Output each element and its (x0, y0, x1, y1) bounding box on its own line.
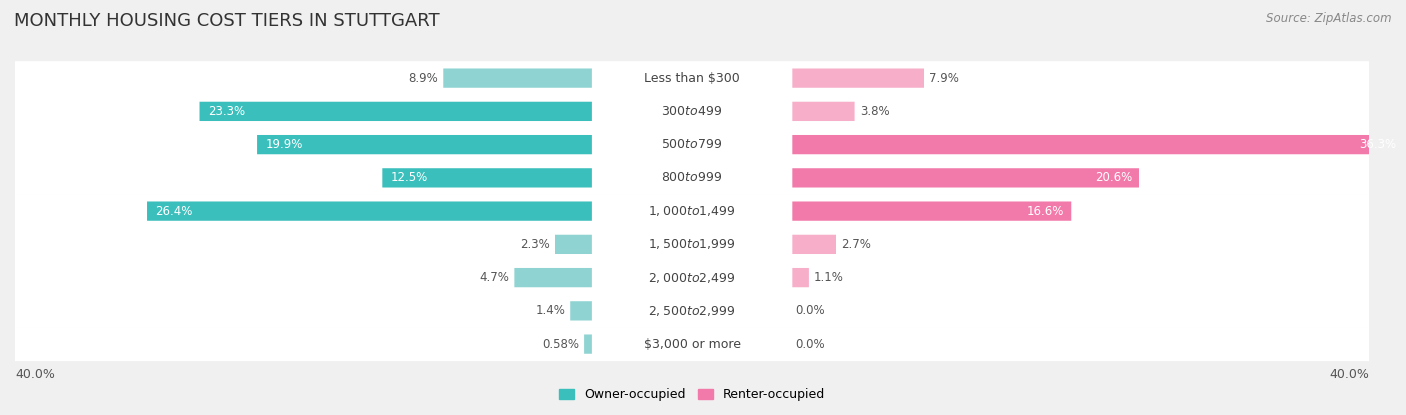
Text: 7.9%: 7.9% (929, 72, 959, 85)
Text: 12.5%: 12.5% (391, 171, 427, 184)
Text: 23.3%: 23.3% (208, 105, 245, 118)
Text: $2,500 to $2,999: $2,500 to $2,999 (648, 304, 735, 318)
Text: $300 to $499: $300 to $499 (661, 105, 723, 118)
FancyBboxPatch shape (148, 201, 593, 221)
FancyBboxPatch shape (592, 296, 793, 326)
Text: 3.8%: 3.8% (859, 105, 890, 118)
FancyBboxPatch shape (592, 163, 793, 193)
FancyBboxPatch shape (443, 68, 593, 88)
Text: 26.4%: 26.4% (156, 205, 193, 217)
Text: 20.6%: 20.6% (1095, 171, 1132, 184)
Text: 1.4%: 1.4% (536, 304, 565, 317)
Text: 1.1%: 1.1% (814, 271, 844, 284)
Text: 8.9%: 8.9% (408, 72, 439, 85)
FancyBboxPatch shape (592, 263, 793, 293)
FancyBboxPatch shape (555, 235, 593, 254)
Text: 0.58%: 0.58% (543, 338, 579, 351)
FancyBboxPatch shape (790, 268, 808, 287)
FancyBboxPatch shape (15, 294, 1369, 328)
FancyBboxPatch shape (15, 194, 1369, 228)
Text: 2.3%: 2.3% (520, 238, 550, 251)
FancyBboxPatch shape (15, 227, 1369, 261)
Text: $3,000 or more: $3,000 or more (644, 338, 741, 351)
FancyBboxPatch shape (790, 68, 924, 88)
FancyBboxPatch shape (15, 95, 1369, 128)
FancyBboxPatch shape (571, 301, 593, 320)
Text: 2.7%: 2.7% (841, 238, 870, 251)
FancyBboxPatch shape (592, 96, 793, 126)
Text: Source: ZipAtlas.com: Source: ZipAtlas.com (1267, 12, 1392, 25)
FancyBboxPatch shape (382, 168, 593, 188)
FancyBboxPatch shape (257, 135, 593, 154)
FancyBboxPatch shape (790, 201, 1071, 221)
FancyBboxPatch shape (15, 327, 1369, 361)
Text: $1,500 to $1,999: $1,500 to $1,999 (648, 237, 735, 251)
Legend: Owner-occupied, Renter-occupied: Owner-occupied, Renter-occupied (560, 388, 825, 401)
Text: 0.0%: 0.0% (796, 338, 825, 351)
FancyBboxPatch shape (200, 102, 593, 121)
FancyBboxPatch shape (592, 63, 793, 93)
FancyBboxPatch shape (592, 129, 793, 160)
FancyBboxPatch shape (790, 135, 1405, 154)
Text: 4.7%: 4.7% (479, 271, 509, 284)
Text: 40.0%: 40.0% (1329, 368, 1369, 381)
FancyBboxPatch shape (592, 196, 793, 226)
FancyBboxPatch shape (790, 235, 837, 254)
Text: 0.0%: 0.0% (796, 304, 825, 317)
FancyBboxPatch shape (592, 229, 793, 259)
FancyBboxPatch shape (790, 168, 1139, 188)
Text: Less than $300: Less than $300 (644, 72, 740, 85)
Text: MONTHLY HOUSING COST TIERS IN STUTTGART: MONTHLY HOUSING COST TIERS IN STUTTGART (14, 12, 440, 30)
FancyBboxPatch shape (15, 61, 1369, 95)
FancyBboxPatch shape (583, 334, 593, 354)
Text: $800 to $999: $800 to $999 (661, 171, 723, 184)
Text: 36.3%: 36.3% (1360, 138, 1396, 151)
Text: $500 to $799: $500 to $799 (661, 138, 723, 151)
Text: 19.9%: 19.9% (266, 138, 302, 151)
FancyBboxPatch shape (790, 102, 855, 121)
FancyBboxPatch shape (15, 261, 1369, 295)
Text: $1,000 to $1,499: $1,000 to $1,499 (648, 204, 735, 218)
FancyBboxPatch shape (15, 128, 1369, 161)
FancyBboxPatch shape (15, 161, 1369, 195)
FancyBboxPatch shape (515, 268, 593, 287)
Text: 16.6%: 16.6% (1028, 205, 1064, 217)
Text: $2,000 to $2,499: $2,000 to $2,499 (648, 271, 735, 285)
FancyBboxPatch shape (592, 329, 793, 359)
Text: 40.0%: 40.0% (15, 368, 55, 381)
